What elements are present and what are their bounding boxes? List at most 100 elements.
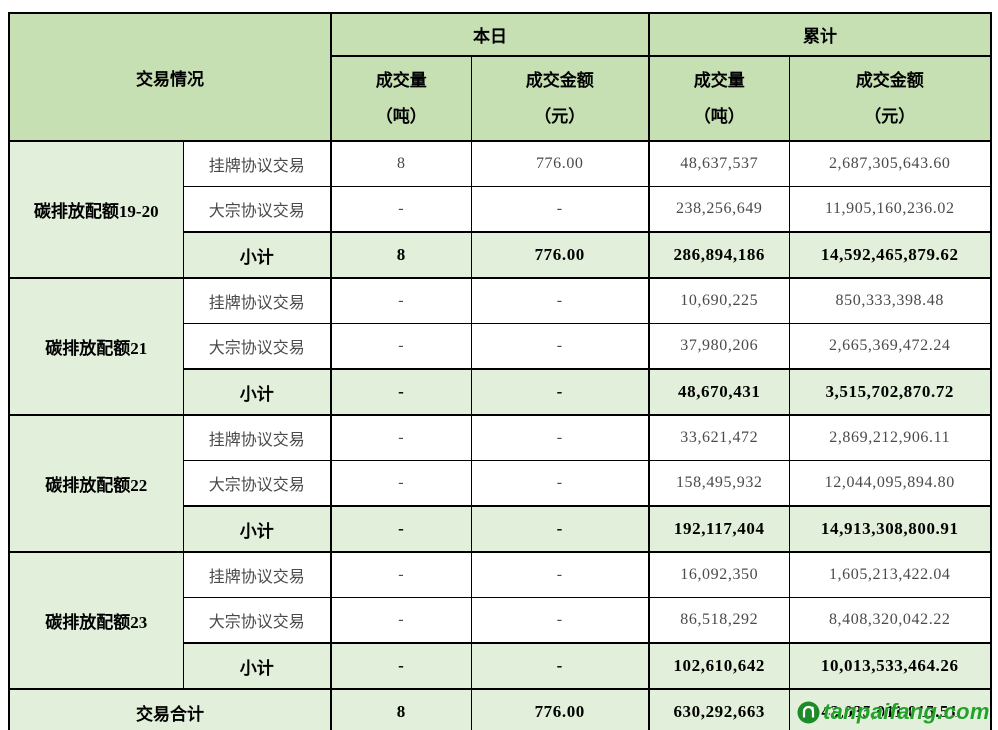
table-header: 交易情况 本日 累计 成交量 （吨） 成交金额 （元） 成交量 （吨） 成 (8, 12, 992, 142)
table-row: 碳排放配额19-20 挂牌协议交易 8 776.00 48,637,537 2,687,3… (8, 140, 992, 279)
group-label-cell: 碳排放配额21 (8, 277, 184, 416)
table-row: 碳排放配额21 挂牌协议交易 - -10,690,225 850,333,398.48 (8, 277, 992, 416)
header-cumulative-amount-unit: （元） (864, 106, 916, 126)
group-label-cell: 碳排放配额19-20 (8, 140, 184, 279)
row-label-cell: 挂牌协议交易 (182, 414, 332, 461)
row-label-cell: 小计 (182, 368, 332, 416)
row-label-cell: 小计 (182, 231, 332, 279)
table-row: 碳排放配额23 挂牌协议交易 - -16,092,350 1,605,213,422.0… (8, 551, 992, 690)
value-cell: 158,495,932 (648, 460, 790, 507)
value-cell: 16,092,350 (648, 551, 790, 598)
value-cell: - (330, 551, 472, 598)
value-cell: 43,035,011,015.51 (788, 688, 992, 730)
header-cumulative-amount-label: 成交金额 (855, 70, 924, 90)
value-cell: 238,256,649 (648, 186, 790, 233)
row-label-cell: 小计 (182, 642, 332, 690)
table-row: 小计 - -48,670,431 3,515,702,870.72 (9, 368, 992, 416)
header-cumulative: 累计 (648, 12, 992, 57)
value-cell: 8,408,320,042.22 (788, 597, 992, 644)
value-cell: 86,518,292 (648, 597, 790, 644)
header-today-volume: 成交量 （吨） (330, 55, 472, 142)
carbon-trading-table: 交易情况 本日 累计 成交量 （吨） 成交金额 （元） 成交量 （吨） 成 (8, 12, 992, 730)
value-cell: 48,637,537 (648, 140, 790, 187)
value-cell: 14,913,308,800.91 (788, 505, 992, 553)
header-today-amount-label: 成交金额 (525, 70, 594, 90)
value-cell: - (330, 642, 472, 690)
table-row: 大宗协议交易 - -86,518,292 8,408,320,042.22 (9, 597, 992, 644)
tanpaifang-logo-text: tanpaifang.com (823, 699, 990, 724)
value-cell: 8 (330, 140, 472, 187)
header-cumulative-volume: 成交量 （吨） (648, 55, 790, 142)
table-row: 大宗协议交易 - -37,980,206 2,665,369,472.24 (9, 323, 992, 370)
value-cell: 10,690,225 (648, 277, 790, 324)
total-row: 交易合计 8 776.00 630,292,663 43,035,011,015.51 (8, 688, 992, 730)
value-cell: - (470, 186, 650, 233)
table-row: 小计 8 776.00 286,894,186 14,592,465,879.62 (9, 231, 992, 279)
row-label-cell: 大宗协议交易 (182, 460, 332, 507)
value-cell: - (470, 551, 650, 598)
value-cell: - (330, 414, 472, 461)
header-row-sub: 成交量 （吨） 成交金额 （元） 成交量 （吨） 成交金额 （元） (9, 55, 992, 142)
header-row-top: 交易情况 本日 累计 (8, 12, 992, 142)
row-label-cell: 大宗协议交易 (182, 323, 332, 370)
value-cell: - (470, 505, 650, 553)
value-cell: 8 (330, 231, 472, 279)
value-cell: - (470, 414, 650, 461)
value-cell: 12,044,095,894.80 (788, 460, 992, 507)
value-cell: - (330, 505, 472, 553)
total-label-cell: 交易合计 (8, 688, 332, 730)
value-cell: - (470, 277, 650, 324)
table-row: 碳排放配额22 挂牌协议交易 - -33,621,472 2,869,212,906.1… (8, 414, 992, 553)
value-cell: 14,592,465,879.62 (788, 231, 992, 279)
value-cell: 192,117,404 (648, 505, 790, 553)
value-cell: 286,894,186 (648, 231, 790, 279)
group-label-cell: 碳排放配额22 (8, 414, 184, 553)
value-cell: - (330, 460, 472, 507)
value-cell: 37,980,206 (648, 323, 790, 370)
header-cumulative-volume-unit: （吨） (693, 106, 745, 126)
header-today-amount-unit: （元） (534, 106, 586, 126)
row-label-cell: 大宗协议交易 (182, 597, 332, 644)
row-label-cell: 小计 (182, 505, 332, 553)
value-cell: 3,515,702,870.72 (788, 368, 992, 416)
row-label-cell: 大宗协议交易 (182, 186, 332, 233)
header-cumulative-volume-label: 成交量 (693, 70, 745, 90)
value-cell: 11,905,160,236.02 (788, 186, 992, 233)
value-cell: 776.00 (470, 231, 650, 279)
value-cell: 8 (330, 688, 472, 730)
tanpaifang-leaf-icon (797, 701, 820, 723)
value-cell: 2,687,305,643.60 (788, 140, 992, 187)
value-cell: 2,665,369,472.24 (788, 323, 992, 370)
header-today-volume-unit: （吨） (375, 106, 427, 126)
value-cell: 48,670,431 (648, 368, 790, 416)
value-cell: - (330, 277, 472, 324)
table-row: 小计 - -192,117,404 14,913,308,800.91 (9, 505, 992, 553)
header-today-amount: 成交金额 （元） (470, 55, 650, 142)
value-cell: 1,605,213,422.04 (788, 551, 992, 598)
table-row: 大宗协议交易 - -238,256,649 11,905,160,236.02 (9, 186, 992, 233)
value-cell: - (470, 368, 650, 416)
header-today-volume-label: 成交量 (375, 70, 427, 90)
value-cell: - (330, 368, 472, 416)
value-cell: 850,333,398.48 (788, 277, 992, 324)
table-body: 碳排放配额19-20 挂牌协议交易 8 776.00 48,637,537 2,687,3… (8, 140, 992, 730)
header-trading-situation: 交易情况 (8, 12, 332, 142)
value-cell: 630,292,663 (648, 688, 790, 730)
value-cell: - (470, 597, 650, 644)
value-cell: 10,013,533,464.26 (788, 642, 992, 690)
header-cumulative-amount: 成交金额 （元） (788, 55, 992, 142)
value-cell: 2,869,212,906.11 (788, 414, 992, 461)
value-cell: - (330, 323, 472, 370)
tanpaifang-logo[interactable]: tanpaifang.com (797, 699, 990, 725)
value-cell: 776.00 (470, 140, 650, 187)
value-cell: - (470, 642, 650, 690)
value-cell: - (330, 186, 472, 233)
value-cell: - (330, 597, 472, 644)
value-cell: 776.00 (470, 688, 650, 730)
group-label-cell: 碳排放配额23 (8, 551, 184, 690)
value-cell: - (470, 460, 650, 507)
value-cell: 33,621,472 (648, 414, 790, 461)
row-label-cell: 挂牌协议交易 (182, 277, 332, 324)
table-row: 小计 - -102,610,642 10,013,533,464.26 (9, 642, 992, 690)
